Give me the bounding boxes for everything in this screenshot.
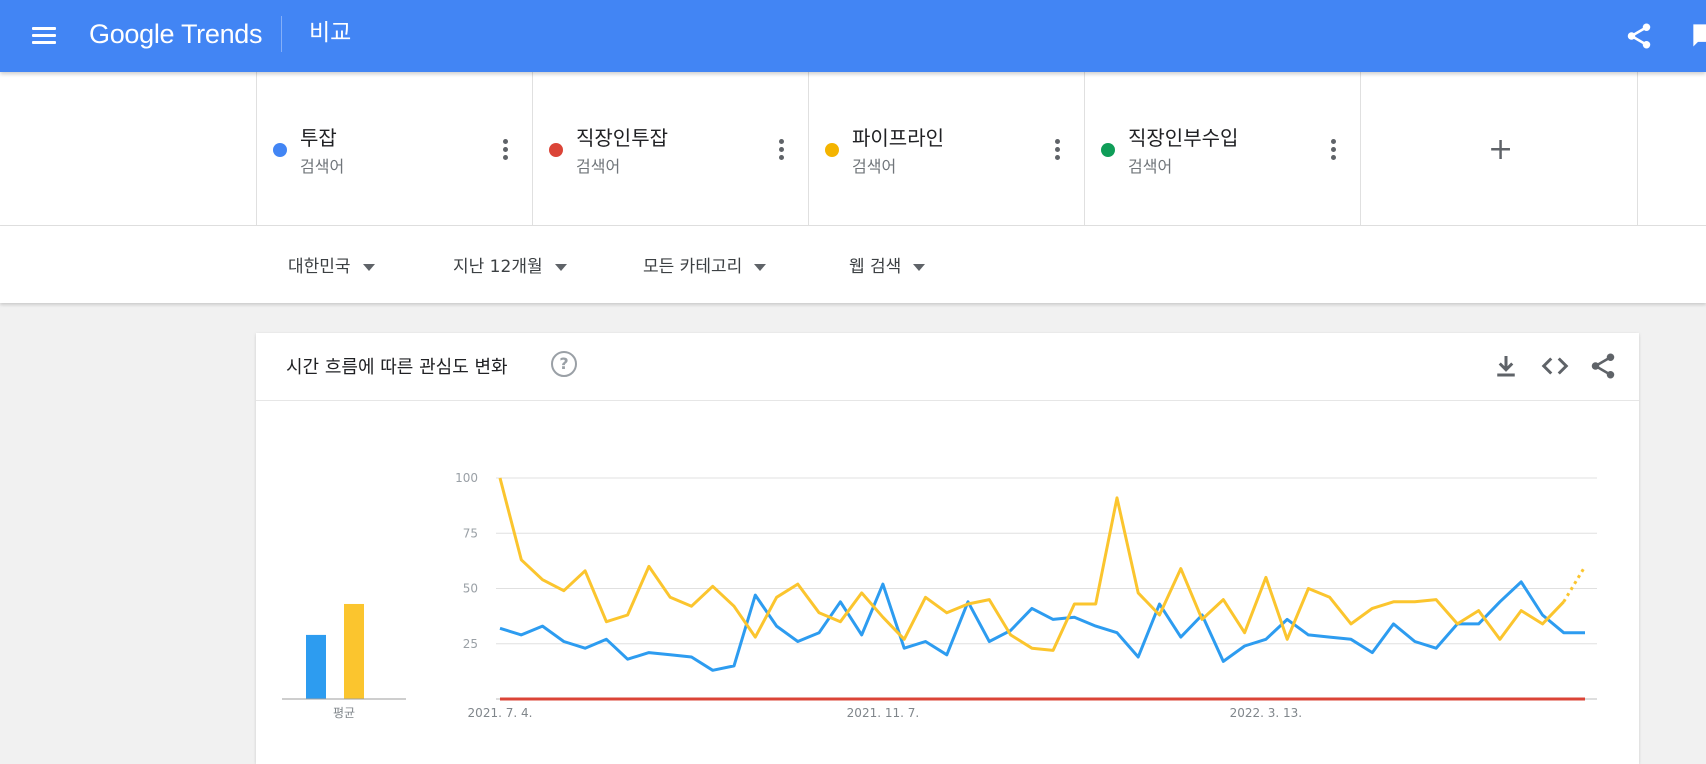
plus-icon: + [1488, 132, 1514, 167]
feedback-icon[interactable] [1690, 22, 1706, 50]
x-tick-label: 2021. 7. 4. [468, 706, 533, 720]
term-type: 검색어 [1128, 157, 1173, 176]
series-line [498, 477, 1565, 652]
compare-terms-bar: 투잡 검색어 직장인투잡 검색어 파이프라인 검색어 직장인부수입 검색어 + [0, 72, 1706, 226]
term-name: 투잡 [300, 126, 337, 150]
download-icon[interactable] [1491, 351, 1521, 381]
y-tick-label: 50 [463, 582, 478, 596]
embed-code-icon[interactable] [1540, 351, 1570, 381]
term-name: 파이프라인 [852, 126, 944, 150]
card-title: 시간 흐름에 따른 관심도 변화 [286, 357, 508, 378]
series-projection [1562, 565, 1587, 603]
more-vert-icon[interactable] [1047, 136, 1067, 164]
search-type-filter[interactable]: 웹 검색 [849, 252, 926, 277]
y-tick-label: 25 [463, 637, 478, 651]
y-tick-label: 75 [463, 526, 478, 540]
add-comparison-button[interactable]: + [1360, 72, 1638, 225]
period-filter-label: 지난 12개월 [453, 257, 543, 277]
caret-down-icon [554, 263, 567, 271]
term-card-3[interactable]: 파이프라인 검색어 [808, 72, 1084, 225]
header-divider [281, 16, 282, 52]
page-title: 비교 [309, 20, 352, 46]
category-filter[interactable]: 모든 카테고리 [643, 252, 767, 277]
interest-over-time-card: 시간 흐름에 따른 관심도 변화 ? 100 75 50 25 2021. 7. 4. 2… [256, 333, 1639, 764]
term-color-dot [1101, 143, 1115, 157]
term-card-2[interactable]: 직장인투잡 검색어 [532, 72, 808, 225]
term-type: 검색어 [576, 157, 621, 176]
term-name: 직장인투잡 [576, 126, 668, 150]
x-tick-label: 2021. 11. 7. [847, 706, 920, 720]
term-color-dot [273, 143, 287, 157]
region-filter-label: 대한민국 [288, 257, 351, 277]
card-header: 시간 흐름에 따른 관심도 변화 ? [256, 333, 1639, 401]
average-bar [344, 603, 364, 699]
average-bar [306, 634, 326, 699]
google-trends-logo[interactable]: Google Trends [89, 19, 263, 49]
x-tick-label: 2022. 3. 13. [1230, 706, 1303, 720]
more-vert-icon[interactable] [495, 136, 515, 164]
filters-bar: 대한민국 지난 12개월 모든 카테고리 웹 검색 [0, 226, 1706, 303]
more-vert-icon[interactable] [771, 136, 791, 164]
share-icon[interactable] [1624, 21, 1654, 51]
term-card-4[interactable]: 직장인부수입 검색어 [1084, 72, 1360, 225]
caret-down-icon [754, 263, 767, 271]
term-color-dot [825, 143, 839, 157]
term-card-1[interactable]: 투잡 검색어 [256, 72, 532, 225]
term-type: 검색어 [300, 157, 345, 176]
menu-icon[interactable] [28, 20, 60, 52]
app-header: Google Trends 비교 [0, 0, 1706, 72]
series-line [499, 580, 1585, 672]
term-name: 직장인부수입 [1128, 126, 1239, 150]
interest-chart[interactable]: 100 75 50 25 2021. 7. 4. 2021. 11. 7. 2022. 3.… [256, 401, 1639, 764]
search-type-filter-label: 웹 검색 [849, 257, 902, 277]
category-filter-label: 모든 카테고리 [643, 257, 743, 277]
term-type: 검색어 [852, 157, 897, 176]
term-color-dot [549, 143, 563, 157]
caret-down-icon [913, 263, 926, 271]
average-label: 평균 [333, 706, 355, 720]
period-filter[interactable]: 지난 12개월 [453, 252, 567, 277]
more-vert-icon[interactable] [1323, 136, 1343, 164]
region-filter[interactable]: 대한민국 [288, 252, 375, 277]
y-tick-label: 100 [455, 471, 478, 485]
share-icon[interactable] [1588, 351, 1618, 381]
help-icon[interactable]: ? [551, 351, 577, 377]
caret-down-icon [362, 263, 375, 271]
